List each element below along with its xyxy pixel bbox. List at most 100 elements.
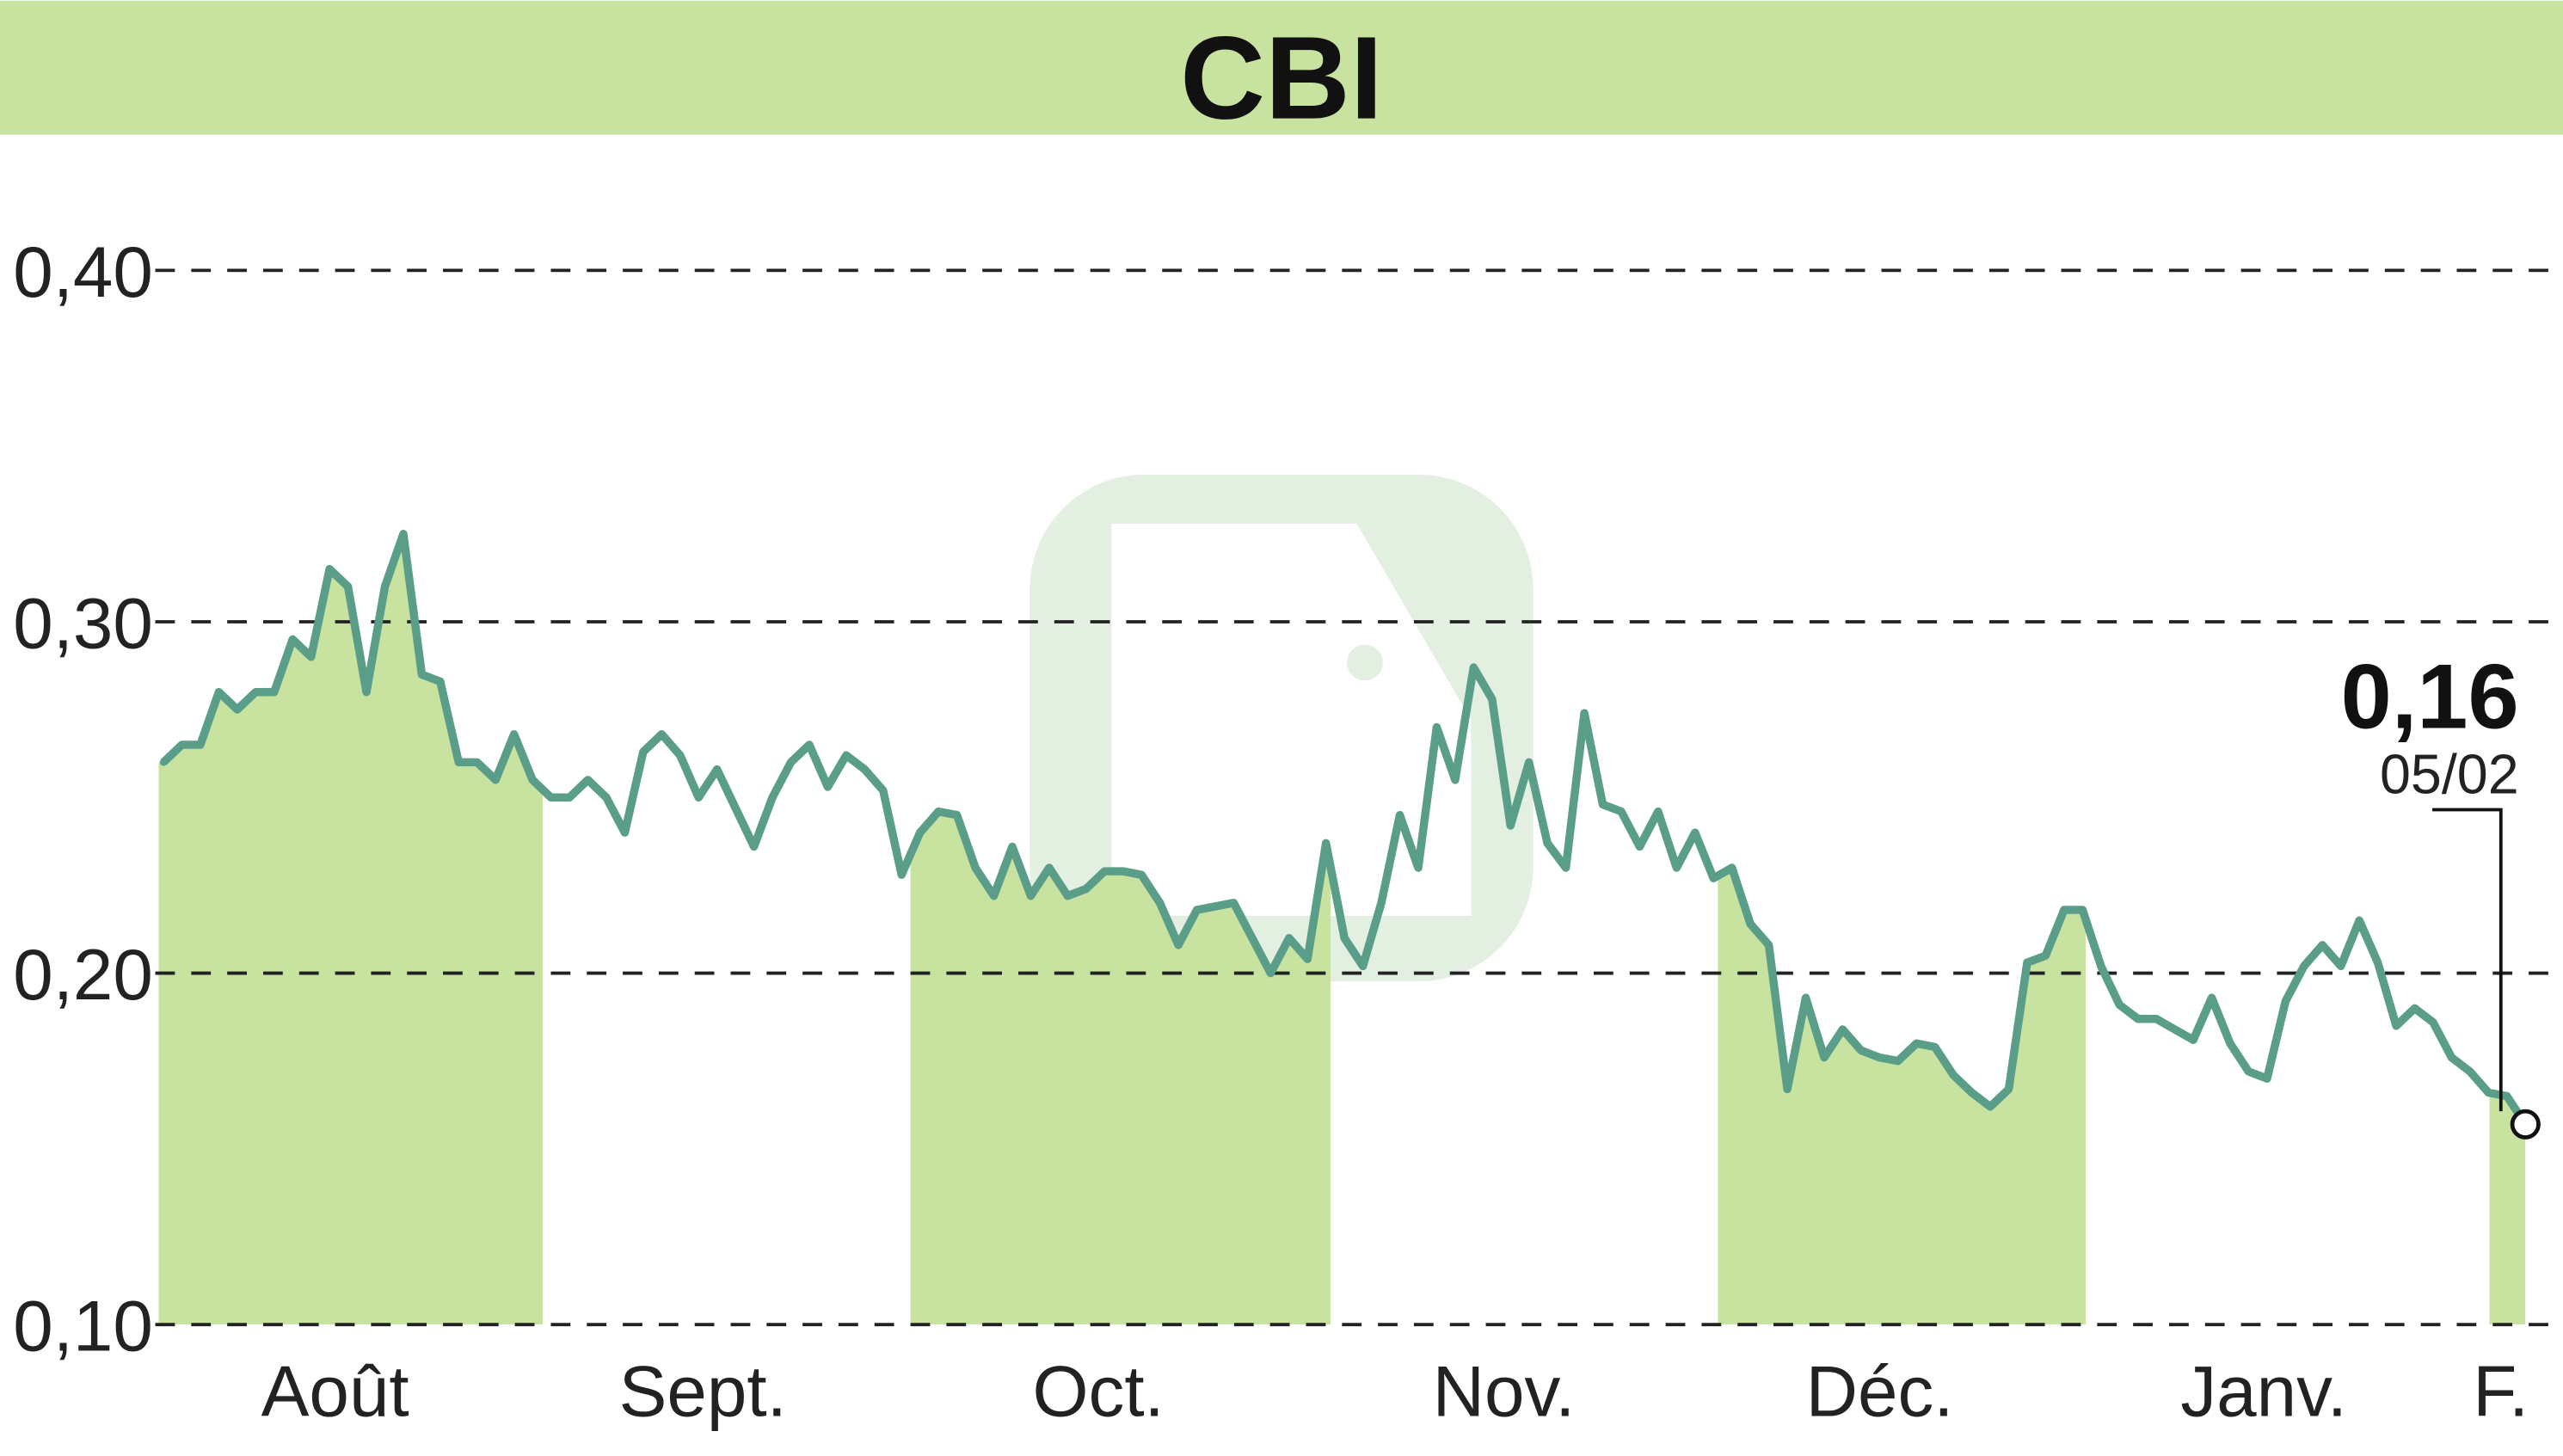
data-point (658, 730, 666, 738)
last-point-marker (2510, 1109, 2541, 1140)
data-point (898, 870, 906, 879)
data-point (639, 747, 648, 756)
data-point (1894, 1057, 1902, 1065)
data-point (1174, 941, 1183, 949)
data-point (1765, 941, 1773, 949)
data-point (2116, 1001, 2124, 1009)
x-tick-label: Août (261, 1351, 409, 1432)
data-point (787, 759, 795, 766)
data-point (1986, 1103, 1994, 1111)
data-point (1580, 710, 1589, 717)
data-point (1119, 867, 1127, 875)
data-point (971, 863, 980, 872)
data-point (2337, 962, 2345, 970)
data-point (1082, 885, 1090, 893)
data-point (1543, 839, 1552, 847)
data-point (344, 582, 352, 591)
data-point (2005, 1085, 2013, 1093)
data-point (270, 688, 278, 696)
data-point (584, 776, 592, 784)
data-point (1839, 1025, 1847, 1034)
data-point (473, 759, 481, 766)
data-point (399, 530, 408, 538)
data-point (2300, 962, 2308, 970)
data-point (731, 804, 740, 812)
data-point (1396, 811, 1404, 819)
data-point (768, 794, 777, 802)
data-point (2060, 906, 2068, 914)
data-point (1322, 839, 1330, 847)
data-point (1137, 870, 1146, 879)
data-point (1636, 843, 1644, 851)
data-point (1617, 808, 1626, 815)
data-point (1931, 1043, 1939, 1051)
data-point (2042, 951, 2050, 960)
data-point (492, 776, 500, 784)
title-banner (0, 0, 2563, 135)
data-point (1507, 821, 1515, 830)
chart-title: CBI (1180, 12, 1383, 144)
data-point (1359, 962, 1367, 970)
y-tick-label: 0,40 (13, 231, 153, 312)
data-point (178, 740, 186, 749)
data-point (990, 892, 998, 900)
data-point (916, 828, 924, 837)
data-point (1156, 899, 1164, 907)
data-point (953, 811, 961, 819)
data-point (418, 671, 426, 679)
data-point (676, 752, 684, 759)
data-point (695, 794, 703, 802)
data-point (1064, 892, 1072, 900)
data-point (233, 705, 242, 714)
data-point (2503, 1092, 2511, 1100)
y-tick-label: 0,10 (13, 1286, 153, 1367)
data-point (2411, 1004, 2419, 1012)
data-point (1304, 955, 1312, 963)
x-tick-label: Sept. (619, 1351, 787, 1432)
data-point (2319, 941, 2326, 949)
data-point (2429, 1018, 2437, 1026)
data-point (2208, 993, 2216, 1002)
data-point (2282, 998, 2289, 1005)
data-point (1950, 1071, 1958, 1079)
data-point (1193, 906, 1201, 914)
data-point (1525, 759, 1533, 766)
data-point (362, 688, 371, 696)
last-value-label: 0,16 (2341, 646, 2519, 748)
data-point (1710, 875, 1718, 882)
x-tick-label: Janv. (2180, 1351, 2347, 1432)
data-point (2245, 1067, 2253, 1076)
data-point (159, 759, 168, 766)
data-point (879, 786, 887, 795)
data-point (2485, 1089, 2492, 1097)
data-point (196, 740, 205, 749)
x-tick-label: Nov. (1433, 1351, 1576, 1432)
x-tick-label: Déc. (1806, 1351, 1954, 1432)
data-point (805, 740, 814, 749)
data-point (1691, 828, 1699, 837)
data-point (2153, 1015, 2160, 1023)
data-point (1285, 934, 1293, 942)
data-point (1820, 1054, 1829, 1061)
data-point (1433, 723, 1441, 731)
data-point (1802, 993, 1810, 1002)
data-point (2356, 917, 2363, 925)
data-point (1414, 863, 1423, 872)
data-point (289, 636, 297, 643)
data-point (2023, 959, 2031, 967)
data-point (1340, 934, 1349, 942)
x-tick-label: Oct. (1032, 1351, 1164, 1432)
data-point (824, 783, 832, 791)
data-point (1101, 867, 1109, 875)
data-point (1728, 863, 1736, 872)
month-band-0 (158, 533, 543, 1325)
data-point (1599, 801, 1607, 808)
data-point (1451, 776, 1460, 784)
data-point (2097, 962, 2105, 970)
data-point (252, 688, 260, 696)
data-point (381, 582, 389, 591)
data-point (2466, 1067, 2474, 1076)
data-point (621, 828, 629, 837)
data-point (436, 678, 445, 685)
